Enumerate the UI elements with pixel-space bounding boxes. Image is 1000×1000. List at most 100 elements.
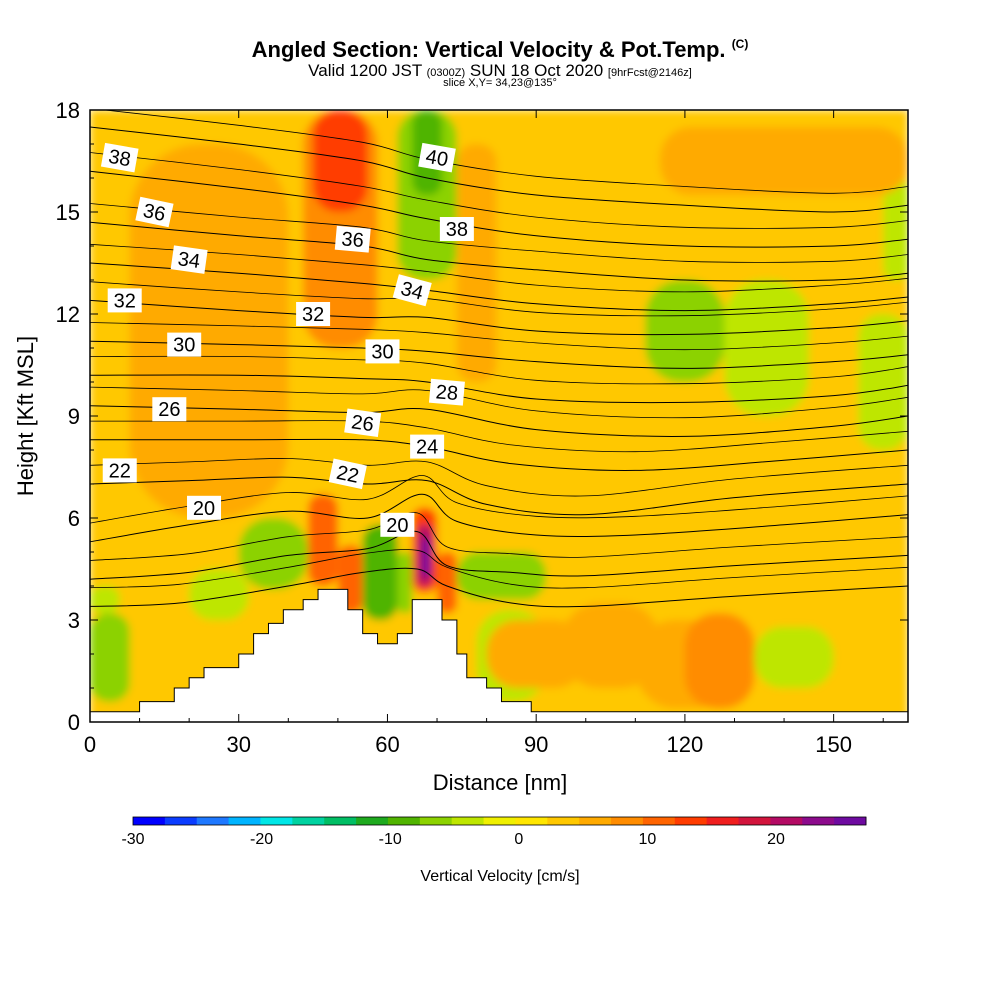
theta-label-box — [187, 495, 222, 520]
x-tick-label: 120 — [667, 732, 704, 757]
theta-label-text: 38 — [107, 146, 133, 172]
velocity-patch — [90, 586, 120, 614]
valid-forecast: [9hrFcst@2146z] — [607, 67, 692, 79]
theta-label-box — [380, 512, 415, 537]
theta-contour-minor — [90, 243, 908, 293]
theta-label-text: 24 — [416, 437, 438, 459]
colorbar-swatch — [324, 817, 357, 825]
colorbar-swatch — [834, 817, 867, 825]
velocity-patch — [645, 280, 725, 382]
theta-label-box — [107, 288, 142, 313]
theta-contour-minor — [90, 549, 908, 589]
chart-title: Angled Section: Vertical Velocity & Pot.… — [0, 37, 1000, 63]
velocity-patch — [684, 613, 755, 709]
theta-contour-36 — [90, 221, 908, 282]
colorbar-swatch — [228, 817, 261, 825]
velocity-patch — [90, 613, 130, 702]
theta-contour-26 — [90, 405, 908, 437]
theta-label-box — [135, 196, 174, 228]
colorbar-tick-label: -10 — [379, 831, 402, 848]
colorbar-swatch — [356, 817, 389, 825]
colorbar-swatch — [196, 817, 230, 825]
theta-contour-32 — [90, 299, 908, 336]
theta-label-box — [392, 274, 432, 307]
theta-contour-minor — [90, 512, 908, 561]
colorbar-swatch — [164, 817, 198, 825]
theta-contour-minor — [90, 420, 908, 453]
colorbar-swatch — [260, 817, 293, 825]
title-main: Angled Section: Vertical Velocity & Pot.… — [251, 37, 726, 62]
velocity-patch — [308, 494, 338, 586]
theta-label-box — [328, 458, 367, 490]
theta-label-text: 28 — [435, 381, 459, 405]
velocity-patch — [858, 314, 908, 450]
colorbar-swatch — [451, 817, 485, 825]
theta-labels: 38 36 34 32 30 26 22 20 40 38 36 34 32 30 28 26 24 22 20 — [100, 142, 474, 537]
colorbar-swatch — [579, 817, 612, 825]
theta-label-box — [344, 408, 382, 438]
valid-zulu: (0300Z) — [426, 67, 466, 79]
colorbar-swatch — [292, 817, 325, 825]
title-copyright: (C) — [731, 37, 749, 51]
theta-contour-minor — [90, 203, 908, 263]
theta-label-box — [167, 332, 202, 357]
colorbar-swatch — [611, 817, 644, 825]
theta-contour-16 — [90, 567, 908, 608]
velocity-patch — [486, 620, 586, 688]
theta-contour-minor — [90, 322, 908, 351]
theta-label-box — [152, 397, 187, 422]
theta-label-text: 20 — [386, 515, 408, 537]
theta-label-38: 38 — [100, 142, 139, 173]
theta-label-text: 30 — [173, 335, 195, 357]
colorbar-swatch — [802, 817, 835, 825]
theta-label-box — [428, 378, 465, 406]
colorbar: -30 -20 -10 0 10 20 — [121, 816, 867, 848]
velocity-patch — [313, 110, 368, 212]
colorbar-label: Vertical Velocity [cm/s] — [420, 868, 579, 885]
valid-date: SUN 18 Oct 2020 — [469, 61, 604, 80]
theta-contour-minor — [90, 458, 908, 497]
theta-label-text: 22 — [334, 462, 360, 488]
velocity-field — [90, 110, 908, 722]
valid-prefix: Valid 1200 JST — [308, 61, 422, 80]
theta-label-text: 20 — [193, 498, 215, 520]
theta-label-34: 34 — [170, 245, 208, 274]
velocity-patch — [456, 144, 497, 382]
colorbar-tick-label: 10 — [638, 831, 656, 848]
plot-area: 38 36 34 32 30 26 22 20 40 38 36 34 32 30 28 26 24 22 20 — [90, 110, 908, 722]
y-tick-label: 18 — [56, 98, 80, 123]
colorbar-swatch — [674, 817, 708, 825]
theta-contour-minor — [101, 110, 908, 194]
velocity-patch — [129, 144, 289, 518]
y-tick-label: 3 — [68, 608, 80, 633]
theta-label-28: 28 — [428, 378, 465, 406]
theta-contour-34 — [90, 262, 908, 312]
velocity-patch — [660, 127, 908, 195]
velocity-patch — [189, 569, 249, 620]
theta-label-text: 32 — [114, 290, 136, 312]
theta-label-box — [418, 142, 456, 173]
theta-label-text: 36 — [141, 200, 167, 226]
theta-label-20: 20 — [380, 512, 415, 537]
velocity-patch — [754, 626, 834, 688]
colorbar-tick-label: -30 — [121, 831, 144, 848]
theta-label-40: 40 — [418, 142, 456, 173]
theta-label-36: 36 — [334, 225, 371, 253]
theta-label-22: 22 — [102, 458, 137, 483]
velocity-patch — [238, 518, 309, 590]
colorbar-swatch — [515, 817, 548, 825]
theta-label-30: 30 — [167, 332, 202, 357]
velocity-patch — [456, 552, 547, 600]
theta-label-22: 22 — [328, 458, 367, 490]
theta-label-26: 26 — [152, 397, 187, 422]
x-tick-label: 30 — [226, 732, 250, 757]
terrain-profile — [90, 588, 908, 722]
theta-contour-18 — [90, 530, 908, 580]
theta-label-text: 22 — [109, 460, 131, 482]
theta-label-box — [100, 142, 139, 173]
theta-label-box — [102, 458, 137, 483]
velocity-patch — [833, 637, 908, 709]
theta-label-text: 32 — [302, 304, 324, 326]
